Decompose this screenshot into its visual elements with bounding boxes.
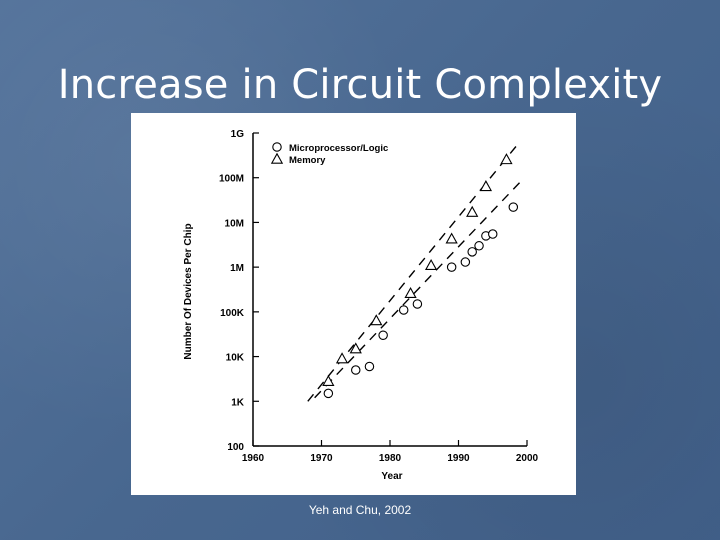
legend-label: Microprocessor/Logic [289, 143, 388, 154]
data-point-triangle [500, 153, 513, 165]
data-point-circle [467, 247, 477, 257]
data-point-triangle [404, 286, 417, 299]
x-tick-label: 1970 [310, 453, 333, 464]
data-point-triangle [322, 374, 335, 387]
devices-per-chip-chart: 100 1K 10K 100K 1M 10M 100M 1G 1960 1970 1980 1990 2… [183, 129, 539, 482]
data-point-triangle [335, 352, 349, 364]
data-point-circle [364, 361, 375, 372]
data-point-triangle [445, 232, 458, 244]
data-point-triangle [349, 342, 362, 354]
data-point-circle [412, 299, 423, 309]
legend-marker-circle [272, 142, 282, 152]
legend-label: Memory [289, 155, 326, 166]
y-tick-label: 10K [226, 353, 245, 364]
x-tick-label: 1990 [447, 453, 470, 464]
legend-marker-triangle [270, 152, 284, 164]
y-tick-label: 100M [219, 174, 244, 185]
y-tick-label: 10M [225, 218, 244, 229]
data-point-circle [474, 241, 484, 251]
data-point-circle [487, 229, 498, 239]
data-point-triangle [466, 205, 479, 217]
slide-title: Increase in Circuit Complexity [57, 62, 663, 108]
y-axis-title: Number Of Devices Per Chip [183, 223, 194, 359]
data-point-circle [460, 257, 471, 267]
source-caption: Yeh and Chu, 2002 [308, 503, 412, 517]
data-point-circle [508, 202, 519, 212]
data-point-circle [323, 388, 334, 399]
y-tick-label: 1M [230, 263, 244, 274]
data-point-circle [351, 365, 361, 375]
data-point-circle [378, 330, 388, 340]
chart-figure: 100 1K 10K 100K 1M 10M 100M 1G 1960 1970 1980 1990 2… [131, 113, 576, 495]
trend-line-circle [314, 181, 521, 399]
data-point-triangle [479, 180, 493, 192]
y-tick-label: 100K [220, 308, 245, 319]
y-tick-label: 1G [231, 129, 245, 140]
y-tick-label: 100 [227, 442, 244, 453]
x-tick-label: 1980 [379, 453, 402, 464]
data-point-triangle [424, 258, 438, 271]
x-tick-label: 1960 [242, 453, 265, 464]
x-tick-label: 2000 [516, 453, 539, 464]
y-tick-label: 1K [231, 397, 245, 408]
x-axis-title: Year [381, 471, 402, 482]
data-point-circle [398, 305, 409, 315]
data-point-circle [446, 262, 457, 272]
data-point-triangle [370, 314, 383, 326]
